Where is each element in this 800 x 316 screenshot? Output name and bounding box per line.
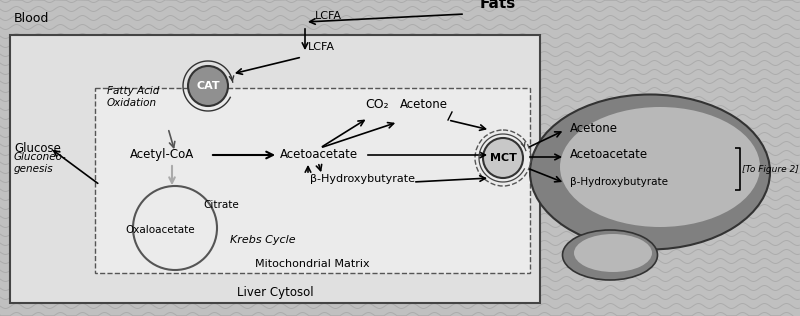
Text: Acetoacetate: Acetoacetate (570, 149, 648, 161)
Text: Acetyl-CoA: Acetyl-CoA (130, 148, 194, 161)
Text: Liver Cytosol: Liver Cytosol (237, 286, 314, 299)
Circle shape (483, 138, 523, 178)
Circle shape (188, 66, 228, 106)
Text: β-Hydroxybutyrate: β-Hydroxybutyrate (570, 177, 668, 187)
Bar (10, 35, 540, 303)
Text: Glucose: Glucose (14, 142, 61, 155)
Ellipse shape (530, 94, 770, 250)
Text: Fatty Acid
Oxidation: Fatty Acid Oxidation (107, 86, 159, 108)
Text: Acetone: Acetone (400, 98, 448, 111)
Text: Krebs Cycle: Krebs Cycle (230, 235, 296, 245)
Text: Acetoacetate: Acetoacetate (280, 148, 358, 161)
Text: Fats: Fats (480, 0, 516, 11)
Text: Gluconeo-
genesis: Gluconeo- genesis (14, 152, 66, 174)
Text: MCT: MCT (490, 153, 517, 163)
Text: [To Figure 2]: [To Figure 2] (742, 165, 798, 173)
Text: Blood: Blood (14, 12, 50, 25)
Text: Citrate: Citrate (203, 200, 238, 210)
Text: LCFA: LCFA (308, 42, 335, 52)
Text: Acetone: Acetone (570, 121, 618, 135)
Text: β-Hydroxybutyrate: β-Hydroxybutyrate (310, 174, 415, 184)
Ellipse shape (574, 234, 652, 272)
Ellipse shape (560, 107, 760, 227)
Text: LCFA: LCFA (315, 11, 342, 21)
Text: CAT: CAT (196, 81, 220, 91)
Text: Mitochondrial Matrix: Mitochondrial Matrix (255, 259, 370, 269)
Ellipse shape (562, 230, 658, 280)
Text: CO₂: CO₂ (365, 98, 389, 111)
Text: Oxaloacetate: Oxaloacetate (125, 225, 195, 235)
Bar (95, 88, 530, 273)
